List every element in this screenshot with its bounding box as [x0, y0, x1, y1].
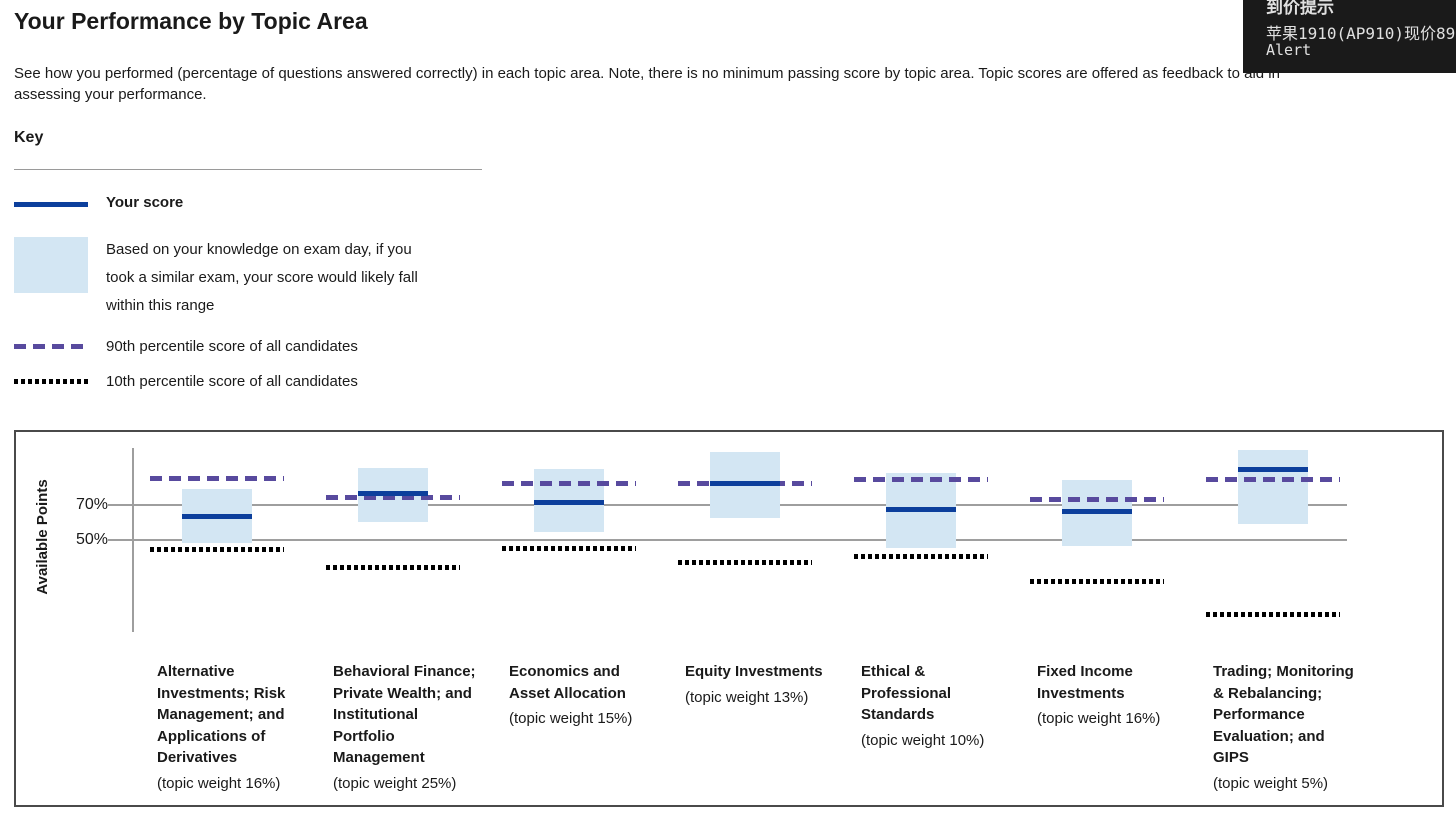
key-divider — [14, 169, 482, 170]
p90-line — [1206, 477, 1340, 483]
score-line — [710, 480, 780, 486]
likely-range-line-1: Based on your knowledge on exam day, if … — [106, 241, 412, 258]
likely-range-label: Based on your knowledge on exam day, if … — [106, 236, 418, 320]
range-box — [1238, 450, 1308, 524]
p10-line — [854, 554, 988, 560]
page-title: Your Performance by Topic Area — [14, 8, 368, 34]
intro-line-1: See how you performed (percentage of que… — [14, 65, 1280, 82]
your-score-label: Your score — [106, 194, 184, 211]
likely-range-line-2: took a similar exam, your score would li… — [106, 269, 418, 286]
topic-weight: (topic weight 16%) — [157, 774, 281, 792]
p90-line — [150, 475, 284, 481]
topic-label: Alternative Investments; Risk Management… — [157, 661, 301, 794]
score-line — [1062, 508, 1132, 514]
p10-line — [1206, 612, 1340, 617]
price-alert-message: 苹果1910(AP910)现价896 — [1266, 24, 1456, 43]
intro-line-2: assessing your performance. — [14, 86, 207, 103]
topic-label: Trading; Monitoring & Rebalancing; Perfo… — [1213, 661, 1357, 794]
topic-name: Fixed Income Investments — [1037, 663, 1133, 702]
topic-label: Behavioral Finance; Private Wealth; and … — [333, 661, 477, 794]
p90-line — [502, 480, 636, 486]
intro-paragraph: See how you performed (percentage of que… — [14, 63, 1456, 105]
p10-line — [150, 547, 284, 553]
price-alert-footer: Alert — [1266, 41, 1312, 59]
likely-range-line-3: within this range — [106, 297, 215, 314]
y-tick-70: 70% — [75, 496, 108, 513]
score-line — [534, 500, 604, 505]
topic-name: Behavioral Finance; Private Wealth; and … — [333, 663, 476, 766]
topic-label: Equity Investments (topic weight 13%) — [685, 661, 829, 708]
topic-name: Trading; Monitoring & Rebalancing; Perfo… — [1213, 663, 1354, 766]
p10-line — [502, 545, 636, 551]
gridline-50 — [108, 539, 1347, 541]
p90-line — [326, 494, 460, 500]
topic-weight: (topic weight 5%) — [1213, 774, 1329, 792]
p90-line — [1030, 496, 1164, 502]
p10-swatch — [14, 379, 88, 384]
y-tick-50: 50% — [75, 531, 108, 548]
topic-weight: (topic weight 13%) — [685, 688, 809, 706]
score-line — [358, 491, 428, 497]
topic-weight: (topic weight 10%) — [861, 731, 985, 749]
topic-weight: (topic weight 16%) — [1037, 710, 1161, 727]
topic-weight: (topic weight 25%) — [333, 774, 457, 792]
score-line — [182, 514, 252, 519]
your-score-swatch — [14, 202, 88, 207]
topic-name: Ethical & Professional Standards — [861, 663, 952, 723]
score-line — [1238, 466, 1308, 472]
p10-line — [326, 564, 460, 570]
p10-line — [1030, 578, 1164, 584]
topic-name: Economics and Asset Allocation — [509, 663, 626, 702]
price-alert-title: 到价提示 — [1266, 0, 1334, 18]
p90-line — [854, 477, 988, 483]
p90-label: 90th percentile score of all candidates — [106, 338, 358, 355]
p10-line — [678, 559, 812, 565]
performance-chart: Available Points 70% 50% Alternative Inv… — [14, 430, 1444, 807]
topic-name: Alternative Investments; Risk Management… — [157, 663, 286, 766]
topic-label: Fixed Income Investments (topic weight 16… — [1037, 661, 1181, 730]
topic-label: Economics and Asset Allocation (topic wei… — [509, 661, 653, 730]
price-alert-overlay: 到价提示 苹果1910(AP910)现价896 Alert — [1243, 0, 1456, 73]
topic-weight: (topic weight 15%) — [509, 710, 633, 727]
p10-label: 10th percentile score of all candidates — [106, 373, 358, 390]
topic-label: Ethical & Professional Standards (topic w… — [861, 661, 1005, 751]
p90-swatch — [14, 344, 88, 349]
topic-name: Equity Investments — [685, 663, 823, 680]
likely-range-swatch — [14, 237, 88, 293]
key-heading: Key — [14, 129, 44, 146]
score-line — [886, 507, 956, 512]
